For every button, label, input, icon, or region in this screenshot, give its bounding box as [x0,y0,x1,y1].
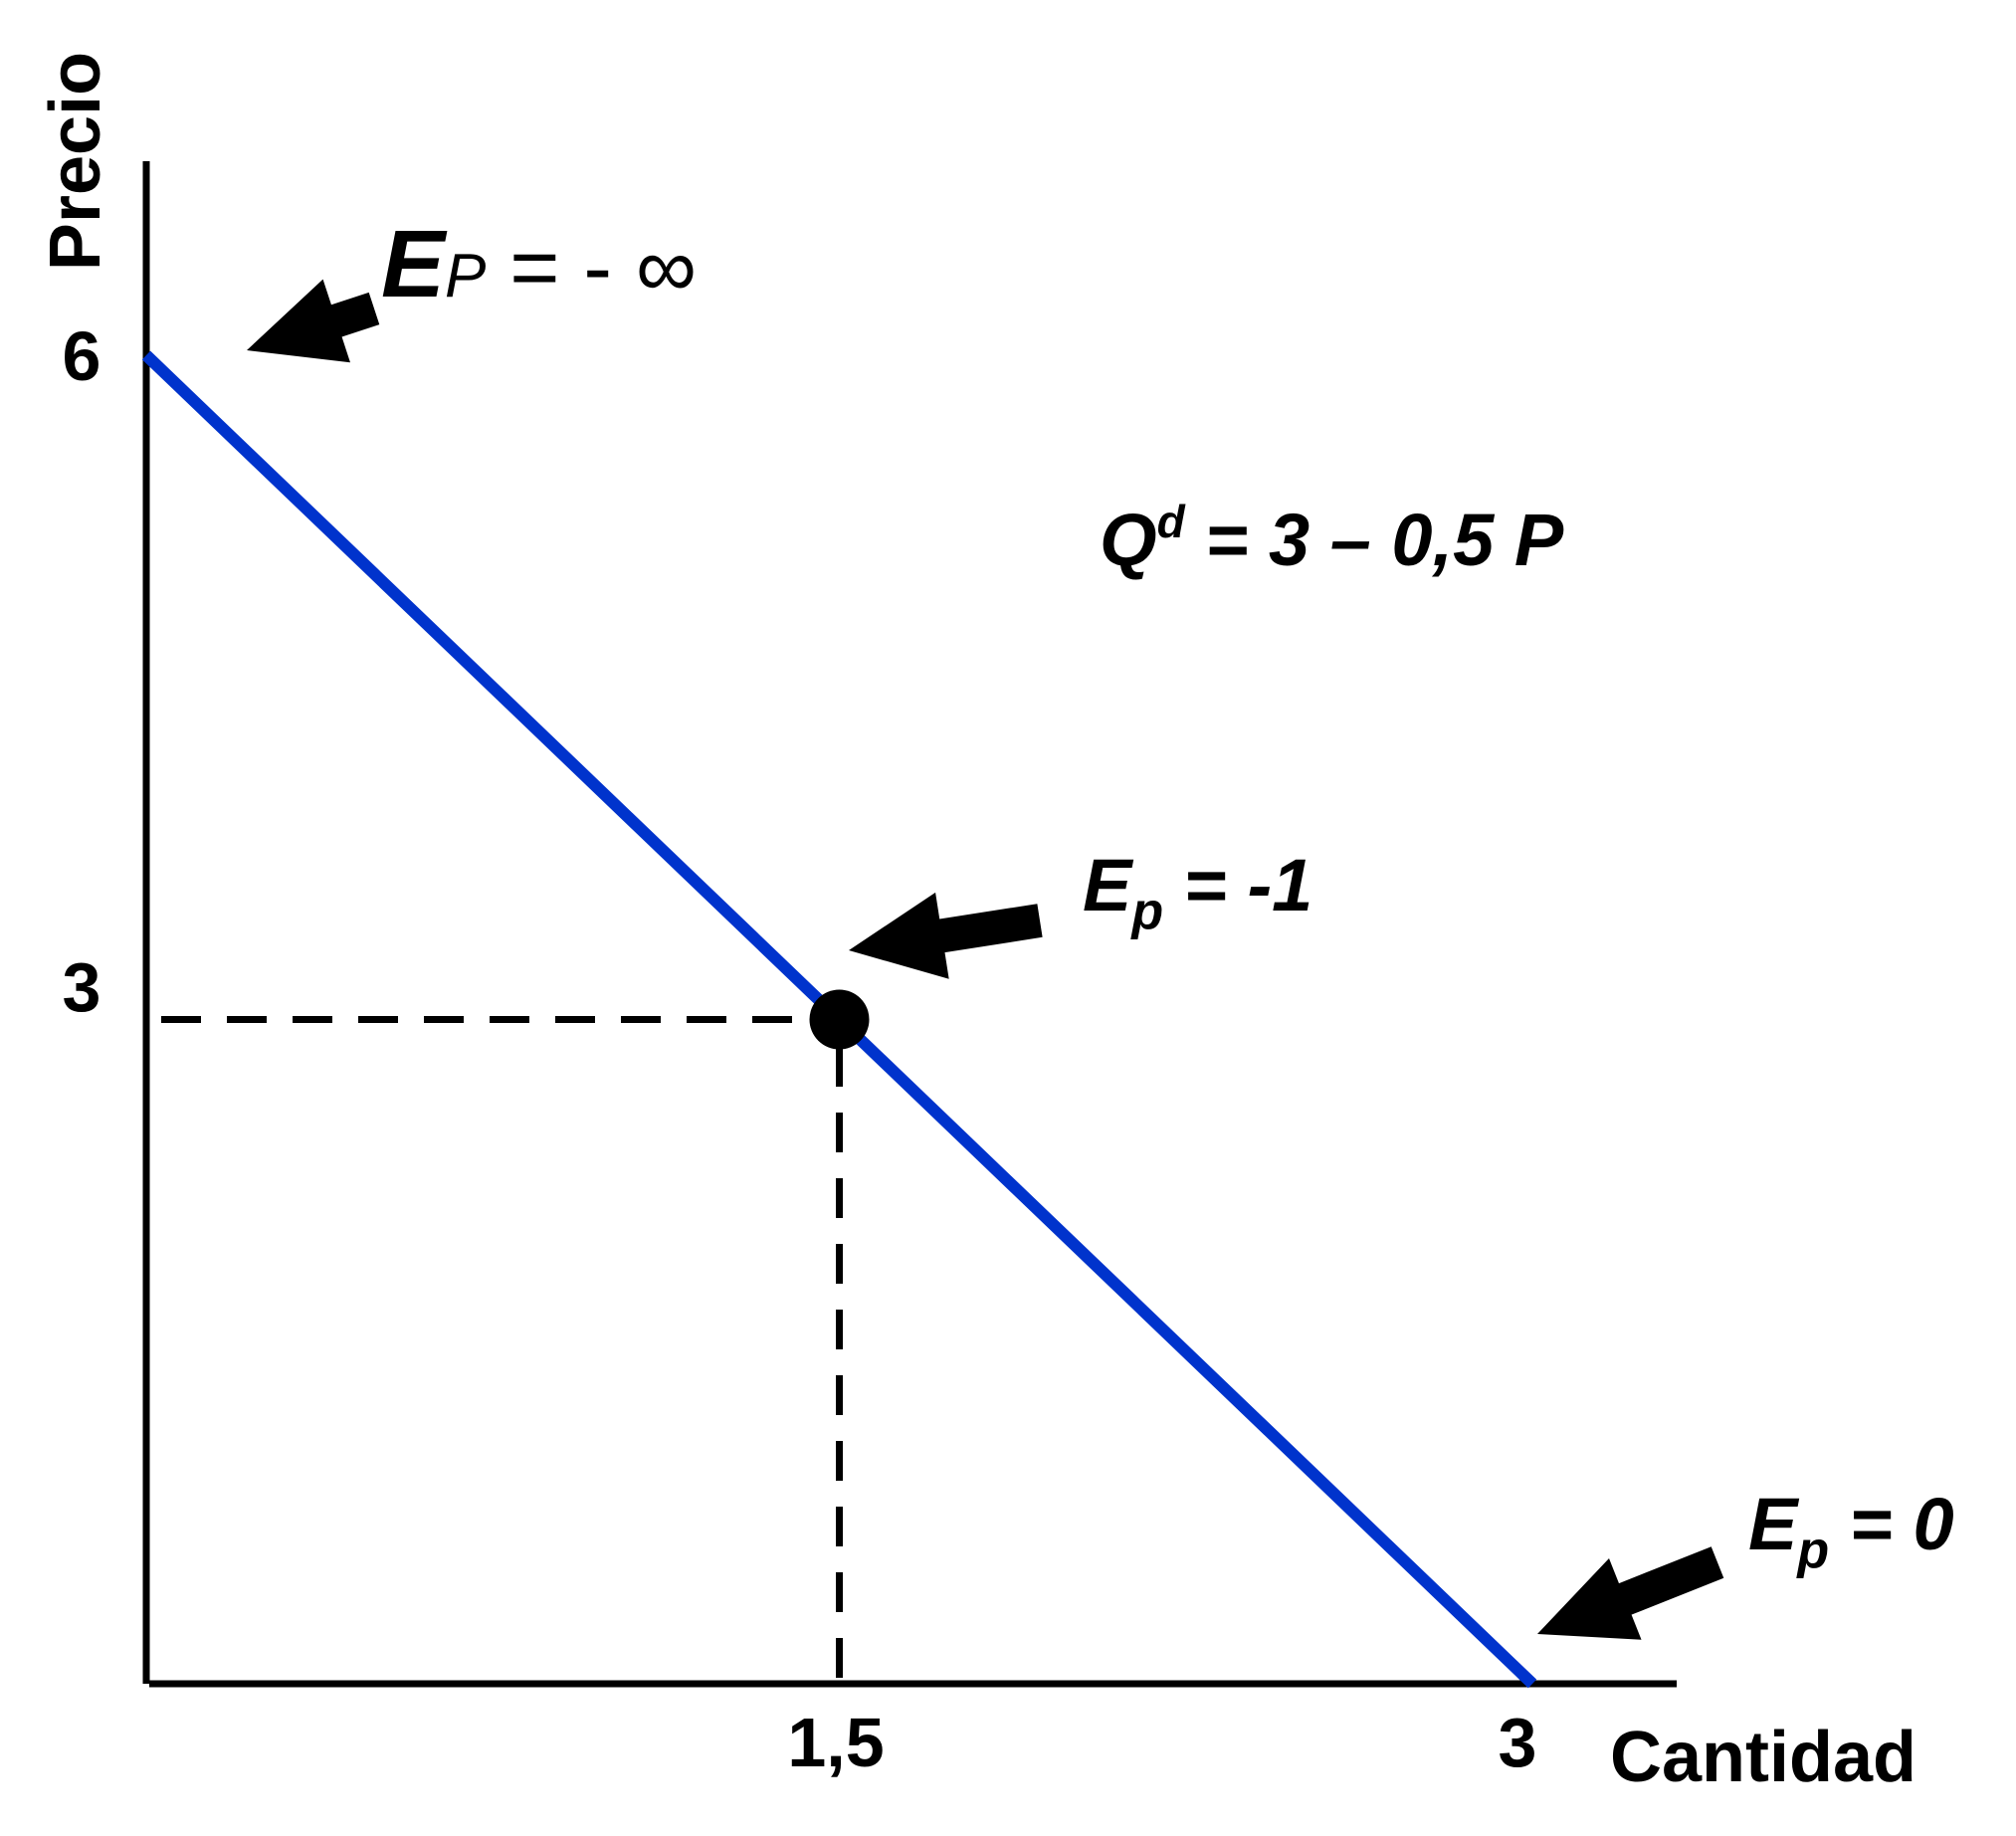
y-tick-label: 6 [63,317,101,395]
y-axis-label: Precio [36,52,115,271]
x-axis-label: Cantidad [1610,1718,1916,1797]
y-tick-label: 3 [63,948,101,1026]
x-tick-label: 3 [1499,1704,1537,1781]
arrow-icon [247,279,380,363]
elasticity-label-bottom: Ep = 0 [1748,1483,1954,1579]
demand-equation: Qd = 3 – 0,5 P [1100,496,1564,581]
highlight-point [809,989,870,1050]
arrow-icon [1537,1546,1724,1640]
elasticity-label-mid: Ep = -1 [1083,844,1312,940]
x-tick-label: 1,5 [787,1704,884,1781]
elasticity-label-top: EP = - ∞ [381,211,697,317]
arrow-icon [849,892,1043,979]
